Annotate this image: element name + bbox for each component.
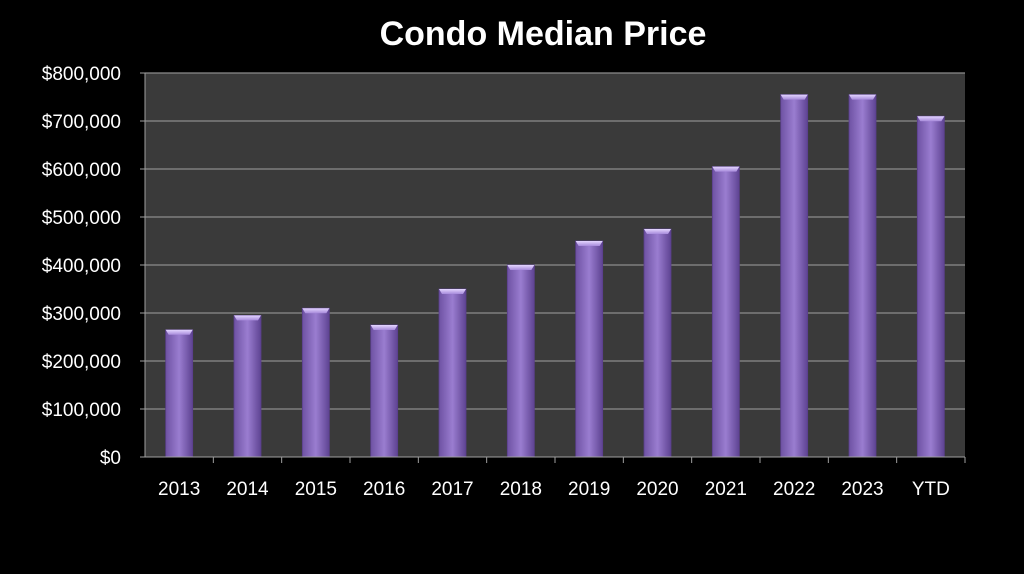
bar <box>780 94 809 458</box>
y-tick-label: $800,000 <box>42 64 121 85</box>
y-tick-label: $700,000 <box>42 112 121 133</box>
bar <box>165 329 194 458</box>
x-tick-label: 2013 <box>158 479 200 500</box>
bar-cap <box>439 289 466 294</box>
x-tick-label: 2018 <box>500 479 542 500</box>
bar <box>506 264 535 458</box>
bar-body <box>438 288 467 458</box>
y-tick-label: $0 <box>100 448 121 469</box>
bar <box>438 288 467 458</box>
bar-body <box>506 264 535 458</box>
bar-cap <box>302 308 330 314</box>
bar <box>575 240 604 458</box>
y-tick-label: $200,000 <box>42 352 121 373</box>
x-tick-label: 2016 <box>363 479 405 500</box>
y-tick-label: $100,000 <box>42 400 121 421</box>
x-axis-ticks: 2013 2014 2015 2016 2017 2018 2019 2020 2021 2022… <box>158 457 966 500</box>
x-tick-label: 2020 <box>636 479 678 500</box>
gridlines <box>145 72 965 410</box>
bar <box>233 314 262 458</box>
bar-body <box>711 166 740 458</box>
x-tick-label: 2019 <box>568 479 610 500</box>
bar-cap <box>712 166 740 172</box>
bar-cap <box>507 265 535 270</box>
bar-cap <box>780 94 808 100</box>
bar-body <box>848 94 877 458</box>
bar-body <box>643 228 672 458</box>
y-tick-label: $500,000 <box>42 208 121 229</box>
bar-cap <box>644 229 671 234</box>
bar <box>848 94 877 458</box>
bar-cap <box>849 94 876 100</box>
bar <box>301 307 330 458</box>
y-axis-ticks: $0 $100,000 $200,000 $300,000 $400,000 $500,0… <box>42 64 145 469</box>
bar <box>711 166 740 458</box>
x-tick-label: 2021 <box>705 479 747 500</box>
bar <box>370 324 399 458</box>
chart-title: Condo Median Price <box>380 15 707 53</box>
y-tick-label: $300,000 <box>42 304 121 325</box>
bar-body <box>301 307 330 458</box>
bar-body <box>575 240 604 458</box>
x-tick-label: 2023 <box>841 479 883 500</box>
y-tick-label: $600,000 <box>42 160 121 181</box>
bar-body <box>916 115 945 458</box>
bars <box>165 94 945 458</box>
bar-body <box>780 94 809 458</box>
x-tick-label: 2017 <box>431 479 473 500</box>
bar-cap <box>234 315 261 321</box>
bar-body <box>165 329 194 458</box>
bar-body <box>370 324 399 458</box>
bar-cap <box>370 325 398 330</box>
y-tick-label: $400,000 <box>42 256 121 277</box>
bar <box>643 228 672 458</box>
x-tick-label: 2022 <box>773 479 815 500</box>
x-tick-label: YTD <box>912 479 950 500</box>
bar-cap <box>917 116 945 122</box>
bar-body <box>233 314 262 458</box>
bar <box>916 115 945 458</box>
x-tick-label: 2014 <box>226 479 269 500</box>
bar-cap <box>575 241 603 246</box>
x-tick-label: 2015 <box>295 479 337 500</box>
bar-cap <box>165 329 193 335</box>
